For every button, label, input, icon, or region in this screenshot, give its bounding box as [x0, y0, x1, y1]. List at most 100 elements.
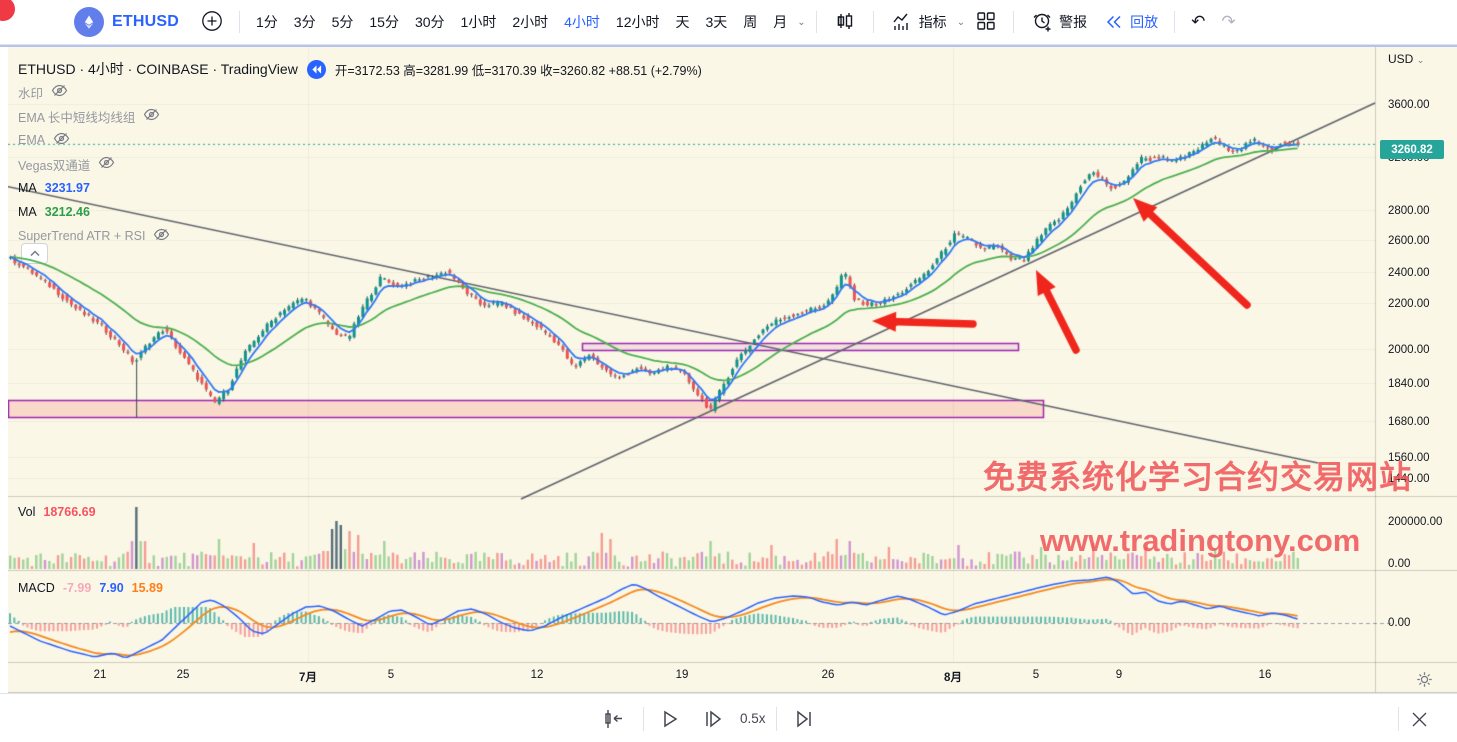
timeframe-4小时[interactable]: 4小时 [556, 6, 608, 38]
timeframe-15分[interactable]: 15分 [361, 6, 407, 38]
volume-value: 18766.69 [43, 505, 96, 519]
volume-legend[interactable]: Vol 18766.69 [18, 505, 96, 519]
timeframe-1小时[interactable]: 1小时 [453, 6, 505, 38]
indicator-row[interactable]: EMA 长中短线均线组 [18, 104, 702, 128]
close-icon[interactable] [1405, 705, 1433, 733]
eth-symbol-icon[interactable] [74, 7, 104, 37]
timeframe-3天[interactable]: 3天 [698, 6, 736, 38]
chevron-down-icon[interactable]: ⌄ [797, 16, 806, 28]
last-price-badge: 3260.82 [1380, 140, 1444, 159]
alert-label: 警报 [1059, 14, 1088, 30]
rewind-badge-icon[interactable] [306, 59, 326, 79]
indicator-row[interactable]: 水印 [18, 80, 702, 104]
toolbar-separator [1174, 11, 1176, 33]
price-tick: 2800.00 [1388, 205, 1430, 217]
redo-button[interactable]: ↷ [1213, 6, 1243, 38]
macd-hist-value: -7.99 [62, 581, 92, 595]
visibility-off-icon[interactable] [143, 108, 160, 124]
toolbar-separator [1013, 11, 1015, 33]
recording-dot-icon [0, 0, 15, 21]
price-tick: 1680.00 [1388, 416, 1430, 428]
replay-controls: 0.5x [595, 694, 821, 742]
visibility-off-icon[interactable] [153, 228, 170, 244]
timeframe-30分[interactable]: 30分 [407, 6, 453, 38]
indicator-row[interactable]: SuperTrend ATR + RSI [18, 224, 702, 248]
timeframe-2小时[interactable]: 2小时 [504, 6, 556, 38]
indicator-row[interactable]: Vegas双通道 [18, 152, 702, 176]
price-axis[interactable]: USD ⌄ 3600.003200.002800.002600.002400.0… [1376, 47, 1457, 693]
chart-region: ETHUSD · 4小时 · COINBASE · TradingView 开=… [0, 45, 1457, 693]
controls-separator [643, 706, 644, 731]
price-tick: 1440.00 [1388, 473, 1430, 485]
watermark-url: www.tradingtony.com [1040, 523, 1361, 558]
price-tick: 3600.00 [1388, 99, 1430, 111]
jump-to-bar-button[interactable] [595, 703, 633, 735]
chevron-down-icon[interactable]: ⌄ [956, 16, 966, 28]
macd-legend[interactable]: MACD -7.99 7.90 15.89 [18, 581, 163, 595]
timeframe-5分[interactable]: 5分 [324, 6, 362, 38]
volume-tick: 200000.00 [1388, 516, 1443, 528]
price-tick: 1840.00 [1388, 378, 1430, 390]
indicator-row[interactable]: MA 3212.46 [18, 200, 702, 224]
watermark-text: 免费系统化学习合约交易网站 [983, 459, 1413, 495]
timeframe-12小时[interactable]: 12小时 [608, 6, 668, 38]
replay-button[interactable]: 回放 [1095, 5, 1166, 39]
ohlc-values: 开=3172.53 高=3281.99 低=3170.39 收=3260.82 … [334, 63, 702, 78]
currency-dropdown[interactable]: USD ⌄ [1388, 52, 1425, 66]
compare-add-button[interactable] [193, 4, 231, 41]
chart-title[interactable]: ETHUSD · 4小时 · COINBASE · TradingView [18, 61, 298, 77]
visibility-off-icon[interactable] [53, 132, 70, 148]
indicator-legend-rows: 水印 EMA 长中短线均线组 EMA Vegas双通道 MA 3231.97 MA 3212.… [18, 80, 702, 248]
macd-label: MACD [18, 581, 55, 595]
play-button[interactable] [654, 704, 686, 734]
price-tick: 2400.00 [1388, 267, 1430, 279]
timeframe-天[interactable]: 天 [668, 6, 698, 38]
indicator-value: 3212.46 [44, 205, 90, 219]
macd-tick: 0.00 [1388, 617, 1411, 629]
indicator-name: Vegas双通道 [18, 158, 91, 173]
alert-button[interactable]: 警报 [1022, 4, 1095, 40]
indicator-name: EMA 长中短线均线组 [18, 110, 136, 125]
price-tick: 2200.00 [1388, 298, 1430, 310]
layout-grid-button[interactable] [967, 4, 1005, 41]
toolbar-separator [238, 11, 240, 33]
price-tick: 2600.00 [1388, 235, 1430, 247]
timeframe-月[interactable]: 月 [765, 6, 795, 38]
indicator-row[interactable]: EMA [18, 128, 702, 152]
timeframe-3分[interactable]: 3分 [286, 6, 324, 38]
chart-style-button[interactable] [825, 3, 865, 42]
chart-legend: ETHUSD · 4小时 · COINBASE · TradingView 开=… [18, 58, 702, 248]
volume-tick: 0.00 [1388, 558, 1411, 570]
indicators-label: 指标 [918, 14, 947, 30]
indicator-name: MA [18, 205, 37, 219]
macd-signal-value: 15.89 [131, 581, 163, 595]
replay-bottom-bar: 0.5x [0, 693, 1457, 742]
indicator-name: MA [18, 181, 37, 195]
timeframe-周[interactable]: 周 [735, 6, 765, 38]
visibility-off-icon[interactable] [51, 84, 68, 100]
symbol-name[interactable]: ETHUSD [112, 13, 179, 30]
undo-button[interactable]: ↶ [1183, 6, 1213, 38]
price-tick: 2000.00 [1388, 344, 1430, 356]
chart-canvas[interactable] [0, 45, 1457, 693]
timeframe-1分[interactable]: 1分 [248, 6, 286, 38]
replay-speed[interactable]: 0.5x [740, 711, 766, 726]
indicators-button[interactable]: 指标 [882, 4, 955, 40]
timeframe-group: 1分 3分 5分 15分 30分 1小时 2小时 4小时 12小时天 3天周月 [248, 6, 795, 38]
macd-line-value: 7.90 [99, 581, 124, 595]
indicator-row[interactable]: MA 3231.97 [18, 176, 702, 200]
skip-to-end-button[interactable] [787, 704, 821, 734]
step-forward-button[interactable] [696, 704, 730, 734]
replay-label: 回放 [1130, 14, 1159, 30]
top-toolbar: ETHUSD 1分 3分 5分 15分 30分 1小时 2小时 4小时 12小时天 3天周月 ⌄ … [0, 0, 1457, 45]
indicator-name: 水印 [18, 86, 44, 101]
indicator-name: SuperTrend ATR + RSI [18, 229, 146, 243]
volume-label: Vol [18, 505, 36, 519]
left-gutter [0, 47, 8, 693]
toolbar-separator [872, 11, 874, 33]
bottombar-separator [1398, 707, 1399, 731]
price-tick: 1560.00 [1388, 452, 1430, 464]
indicator-value: 3231.97 [44, 181, 90, 195]
visibility-off-icon[interactable] [98, 156, 115, 172]
